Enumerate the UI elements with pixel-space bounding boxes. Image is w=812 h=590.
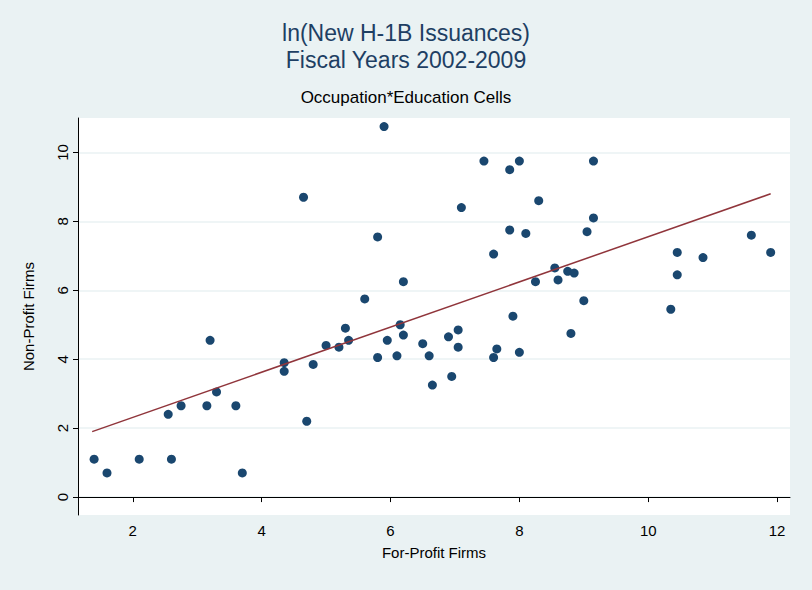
svg-text:0: 0 [54, 493, 71, 501]
svg-text:6: 6 [54, 286, 71, 294]
svg-text:4: 4 [54, 355, 71, 363]
svg-text:10: 10 [640, 522, 657, 539]
svg-text:Fiscal Years 2002-2009: Fiscal Years 2002-2009 [286, 47, 526, 73]
svg-text:Occupation*Education Cells: Occupation*Education Cells [301, 88, 512, 107]
svg-text:8: 8 [54, 217, 71, 225]
svg-text:2: 2 [129, 522, 137, 539]
svg-text:12: 12 [769, 522, 786, 539]
svg-text:2: 2 [54, 424, 71, 432]
svg-text:4: 4 [257, 522, 265, 539]
svg-text:For-Profit Firms: For-Profit Firms [382, 544, 486, 561]
svg-text:10: 10 [54, 144, 71, 161]
svg-text:6: 6 [386, 522, 394, 539]
svg-text:8: 8 [515, 522, 523, 539]
svg-text:ln(New H-1B Issuances): ln(New H-1B Issuances) [282, 20, 530, 46]
svg-text:Non-Profit Firms: Non-Profit Firms [20, 262, 37, 371]
